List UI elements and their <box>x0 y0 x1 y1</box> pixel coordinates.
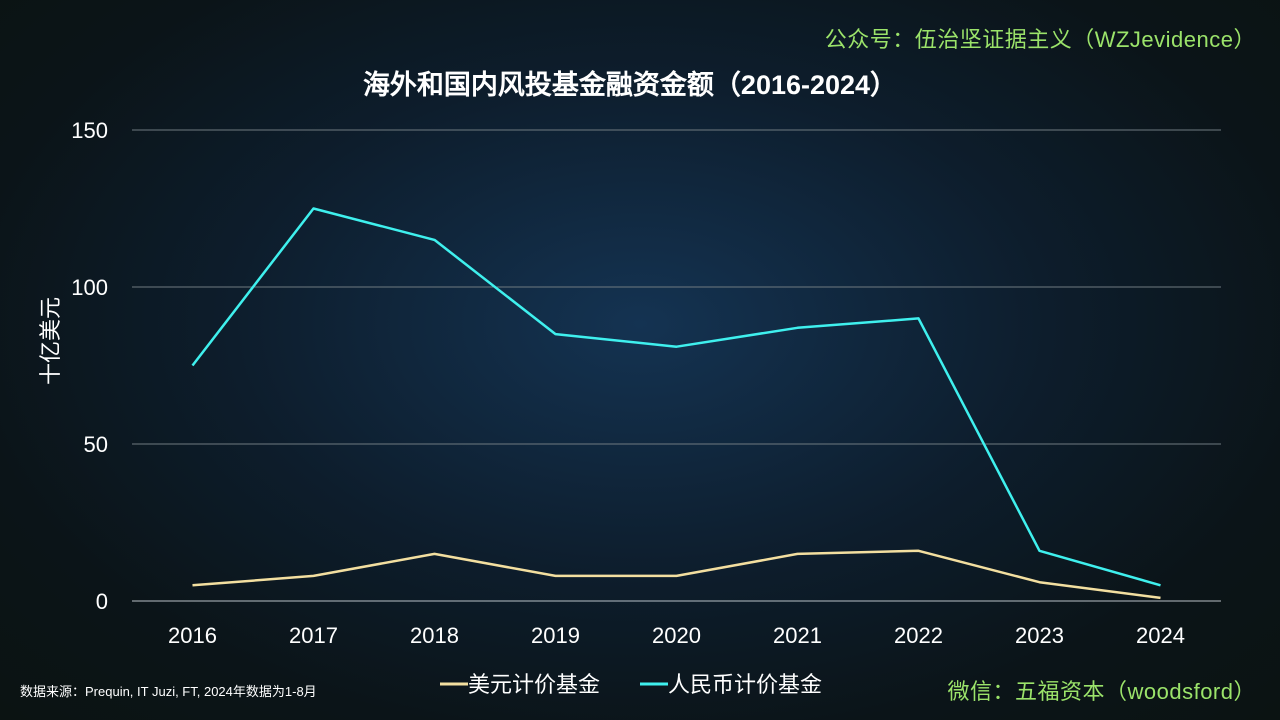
y-tick-label: 0 <box>96 589 108 614</box>
watermark-bottom: 微信：五福资本（woodsford） <box>947 679 1256 704</box>
source-note: 数据来源：Prequin, IT Juzi, FT, 2024年数据为1-8月 <box>20 684 317 699</box>
gridlines <box>132 129 1221 602</box>
x-ticks: 2016 2017 2018 2019 2020 2021 2022 2023 2024 <box>168 623 1185 648</box>
x-tick-label: 2018 <box>410 623 459 648</box>
x-tick-label: 2023 <box>1015 623 1064 648</box>
y-axis-label: 十亿美元 <box>38 297 63 385</box>
series-line-0 <box>192 549 1161 600</box>
chart-title: 海外和国内风投基金融资金额（2016-2024） <box>363 69 897 100</box>
y-ticks: 0 50 100 150 <box>71 118 108 614</box>
y-tick-label: 100 <box>71 275 108 300</box>
legend-label-0: 美元计价基金 <box>468 672 600 697</box>
legend-label-1: 人民币计价基金 <box>668 672 822 697</box>
x-tick-label: 2021 <box>773 623 822 648</box>
legend: 美元计价基金 人民币计价基金 <box>440 672 822 697</box>
y-tick-label: 150 <box>71 118 108 143</box>
x-tick-label: 2022 <box>894 623 943 648</box>
x-tick-label: 2020 <box>652 623 701 648</box>
x-tick-label: 2019 <box>531 623 580 648</box>
series-line-1 <box>191 207 1161 587</box>
x-tick-label: 2024 <box>1136 623 1185 648</box>
x-tick-label: 2016 <box>168 623 217 648</box>
watermark-top: 公众号：伍治坚证据主义（WZJevidence） <box>824 27 1256 52</box>
series-lines <box>191 207 1161 600</box>
x-tick-label: 2017 <box>289 623 338 648</box>
y-tick-label: 50 <box>84 432 108 457</box>
